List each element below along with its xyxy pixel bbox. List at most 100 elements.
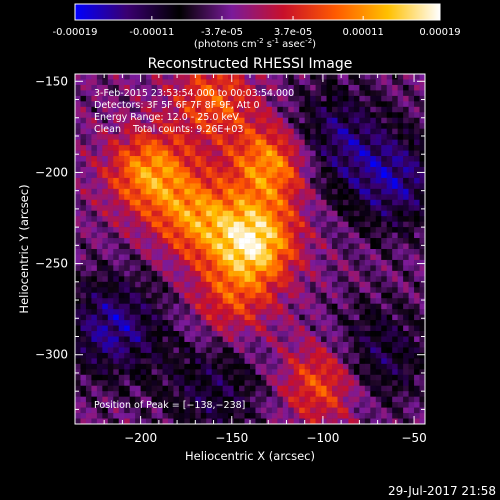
heatmap-cell xyxy=(189,331,196,337)
heatmap-cell xyxy=(129,358,136,365)
heatmap-cell xyxy=(96,336,103,343)
colorbar-tick-label: -0.00011 xyxy=(129,27,174,38)
heatmap-cell xyxy=(233,210,240,217)
heatmap-cell xyxy=(244,363,251,370)
heatmap-cell xyxy=(107,205,114,212)
heatmap-cell xyxy=(217,177,223,184)
heatmap-cell xyxy=(129,281,136,288)
heatmap-cell xyxy=(392,270,398,277)
heatmap-cell xyxy=(310,402,316,408)
heatmap-cell xyxy=(326,139,333,146)
heatmap-cell xyxy=(293,128,300,135)
heatmap-cell xyxy=(414,347,420,354)
heatmap-cell xyxy=(250,90,256,97)
heatmap-cell xyxy=(359,177,366,184)
heatmap-cell xyxy=(288,232,295,239)
heatmap-cell xyxy=(337,74,344,80)
heatmap-cell xyxy=(386,391,393,397)
heatmap-cell xyxy=(102,352,109,359)
heatmap-cell xyxy=(107,134,114,140)
heatmap-cell xyxy=(408,221,415,228)
heatmap-cell xyxy=(397,407,404,414)
heatmap-cell xyxy=(146,336,152,343)
heatmap-cell xyxy=(189,407,196,414)
heatmap-cell xyxy=(102,292,109,299)
heatmap-cell xyxy=(173,221,180,228)
heatmap-cell xyxy=(244,232,251,239)
heatmap-cell xyxy=(135,139,141,146)
heatmap-cell xyxy=(337,298,344,304)
heatmap-cell xyxy=(304,166,311,173)
heatmap-cell xyxy=(271,188,278,195)
heatmap-cell xyxy=(206,391,213,397)
heatmap-cell xyxy=(419,341,425,348)
heatmap-cell xyxy=(419,117,425,124)
heatmap-cell xyxy=(375,402,382,408)
heatmap-cell xyxy=(135,199,141,206)
heatmap-cell xyxy=(282,150,289,157)
heatmap-cell xyxy=(146,199,152,206)
heatmap-cell xyxy=(173,407,180,414)
heatmap-cell xyxy=(332,232,338,239)
heatmap-cell xyxy=(200,139,207,146)
heatmap-cell xyxy=(91,270,98,277)
heatmap-cell xyxy=(124,74,130,80)
heatmap-cell xyxy=(326,134,333,140)
heatmap-cell xyxy=(408,139,415,146)
heatmap-cell xyxy=(348,84,355,91)
heatmap-cell xyxy=(403,216,409,222)
heatmap-cell xyxy=(321,303,327,310)
heatmap-cell xyxy=(211,418,218,424)
heatmap-cell xyxy=(304,347,311,354)
heatmap-cell xyxy=(157,134,163,140)
heatmap-cell xyxy=(107,117,114,124)
heatmap-cell xyxy=(140,341,147,348)
heatmap-cell xyxy=(375,95,382,102)
heatmap-cell xyxy=(184,396,191,403)
heatmap-cell xyxy=(397,232,404,239)
heatmap-cell xyxy=(184,243,191,250)
heatmap-cell xyxy=(408,402,415,408)
heatmap-cell xyxy=(315,150,322,157)
heatmap-cell xyxy=(107,95,114,102)
heatmap-cell xyxy=(414,352,420,359)
heatmap-cell xyxy=(310,172,316,179)
heatmap-cell xyxy=(244,194,251,201)
heatmap-cell xyxy=(228,259,234,266)
heatmap-cell xyxy=(217,259,223,266)
heatmap-cell xyxy=(85,249,92,255)
heatmap-cell xyxy=(146,194,152,201)
heatmap-cell xyxy=(167,331,174,337)
heatmap-cell xyxy=(200,145,207,151)
heatmap-cell xyxy=(217,90,223,97)
heatmap-cell xyxy=(260,391,267,397)
heatmap-cell xyxy=(96,221,103,228)
heatmap-cell xyxy=(408,413,415,419)
heatmap-cell xyxy=(162,314,169,321)
heatmap-cell xyxy=(337,183,344,190)
heatmap-cell xyxy=(233,374,240,381)
heatmap-cell xyxy=(206,347,213,354)
heatmap-cell xyxy=(173,117,180,124)
heatmap-cell xyxy=(195,79,202,86)
heatmap-cell xyxy=(255,216,262,222)
heatmap-cell xyxy=(75,161,81,168)
heatmap-cell xyxy=(140,238,147,244)
heatmap-cell xyxy=(266,314,273,321)
heatmap-cell xyxy=(124,117,130,124)
heatmap-cell xyxy=(135,227,141,233)
heatmap-cell xyxy=(414,276,420,283)
heatmap-cell xyxy=(260,374,267,381)
heatmap-cell xyxy=(364,341,371,348)
heatmap-cell xyxy=(80,216,87,222)
heatmap-cell xyxy=(118,287,125,294)
heatmap-cell xyxy=(260,320,267,326)
heatmap-cell xyxy=(321,79,327,86)
heatmap-cell xyxy=(124,166,130,173)
heatmap-cell xyxy=(282,303,289,310)
heatmap-cell xyxy=(239,101,245,108)
heatmap-cell xyxy=(255,74,262,80)
heatmap-cell xyxy=(397,156,404,162)
heatmap-cell xyxy=(419,172,425,179)
heatmap-cell xyxy=(403,320,409,326)
